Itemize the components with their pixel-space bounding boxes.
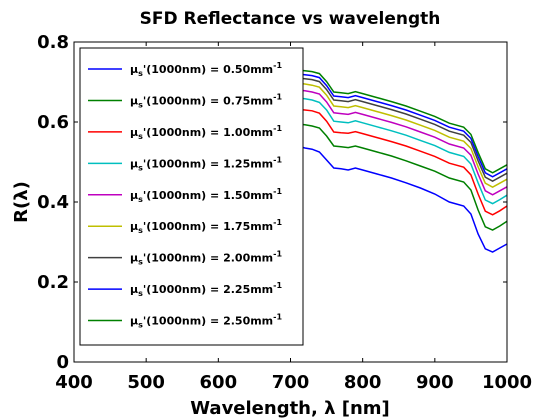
legend-label-7: μs'(1000nm) = 2.00mm-1 [130,250,282,267]
series-line-8 [290,73,508,178]
x-tick-label: 1000 [482,372,532,393]
series-line-4 [290,97,508,205]
legend-label-6: μs'(1000nm) = 1.75mm-1 [130,218,282,235]
legend-label-9: μs'(1000nm) = 2.50mm-1 [130,313,282,330]
series-line-1 [290,145,508,253]
x-tick-label: 500 [127,372,165,393]
series-line-9 [290,69,508,174]
y-tick-label: 0.8 [37,32,69,53]
y-tick-label: 0.4 [37,192,69,213]
y-tick-label: 0.2 [37,272,69,293]
series-line-7 [290,77,508,183]
legend-label-4: μs'(1000nm) = 1.25mm-1 [130,155,282,172]
x-tick-label: 400 [55,372,93,393]
legend-label-8: μs'(1000nm) = 2.25mm-1 [130,281,282,298]
series-line-6 [290,82,508,189]
series-layer [290,69,508,253]
series-line-5 [290,89,508,196]
x-axis-label: Wavelength, λ [nm] [190,398,390,419]
y-tick-label: 0.6 [37,112,69,133]
legend-label-5: μs'(1000nm) = 1.50mm-1 [130,187,282,204]
series-line-3 [290,108,508,216]
y-tick-label: 0 [56,352,69,373]
legend-box [79,47,304,346]
chart-title: SFD Reflectance vs wavelength [140,9,441,29]
legend-label-3: μs'(1000nm) = 1.00mm-1 [130,124,282,141]
x-tick-label: 700 [272,372,310,393]
axes-layer: 400 500 600 700 800 900 1000 0 0.2 0.4 0.6 0.8 [37,32,532,393]
x-tick-label: 800 [344,372,382,393]
legend-label-1: μs'(1000nm) = 0.50mm-1 [130,61,282,78]
series-line-2 [290,123,508,231]
x-tick-label: 900 [416,372,454,393]
legend: μs'(1000nm) = 0.50mm-1 μs'(1000nm) = 0.75… [79,47,304,346]
y-axis-label: R(λ) [11,181,32,223]
x-tick-label: 600 [200,372,238,393]
legend-label-2: μs'(1000nm) = 0.75mm-1 [130,92,282,109]
